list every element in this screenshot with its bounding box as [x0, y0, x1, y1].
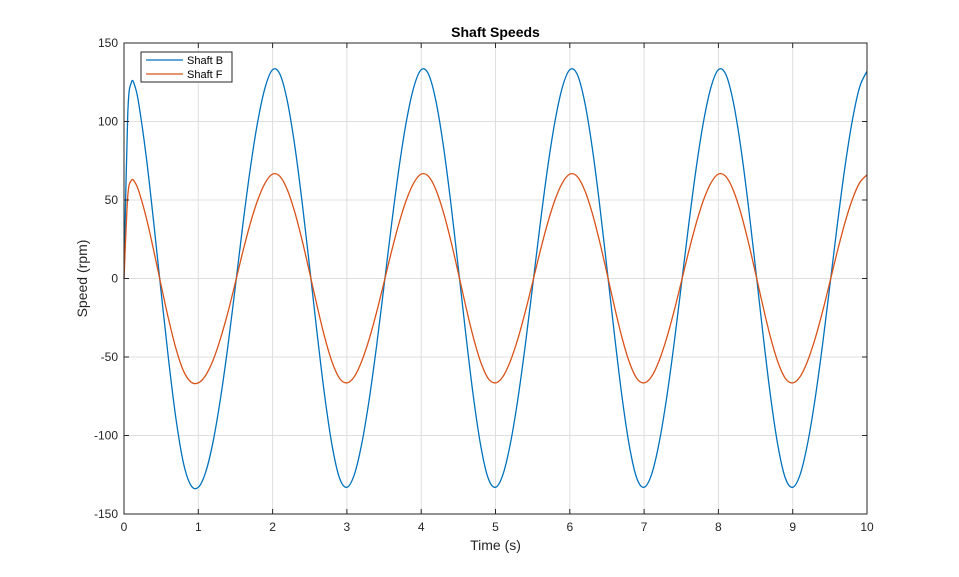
x-tick-label: 6 [566, 520, 573, 534]
grid-lines [124, 43, 867, 514]
x-tick-label: 1 [195, 520, 202, 534]
legend: Shaft B Shaft F [140, 51, 233, 83]
y-tick-label: -50 [101, 350, 119, 364]
x-tick-labels: 0 1 2 3 4 5 6 7 8 9 10 [121, 520, 874, 534]
series-line-shaft-f [123, 172, 868, 385]
chart-title: Shaft Speeds [451, 24, 540, 40]
x-tick-label: 7 [641, 520, 648, 534]
y-tick-label: 0 [111, 272, 118, 286]
x-tick-label: 2 [269, 520, 276, 534]
x-tick-label: 4 [418, 520, 425, 534]
x-tick-label: 8 [715, 520, 722, 534]
y-tick-labels: -150 -100 -50 0 50 100 150 [94, 36, 118, 521]
x-tick-label: 9 [789, 520, 796, 534]
legend-box [140, 51, 233, 83]
y-tick-label: -150 [94, 507, 118, 521]
x-tick-label: 5 [492, 520, 499, 534]
series-layer [123, 68, 868, 490]
y-tick-label: 100 [98, 115, 118, 129]
x-tick-label: 0 [121, 520, 128, 534]
y-tick-label: 50 [105, 193, 119, 207]
y-axis-title: Speed (rpm) [74, 240, 90, 318]
y-tick-label: 150 [98, 36, 118, 50]
series-line-shaft-b [123, 68, 868, 490]
x-tick-label: 3 [344, 520, 351, 534]
x-axis-title: Time (s) [470, 537, 521, 553]
x-tick-label: 10 [860, 520, 874, 534]
legend-label-shaft-f: Shaft F [187, 69, 223, 81]
axis-ticks [123, 42, 868, 515]
y-tick-label: -100 [94, 429, 118, 443]
plot-area [123, 42, 868, 515]
legend-label-shaft-b: Shaft B [187, 55, 223, 67]
